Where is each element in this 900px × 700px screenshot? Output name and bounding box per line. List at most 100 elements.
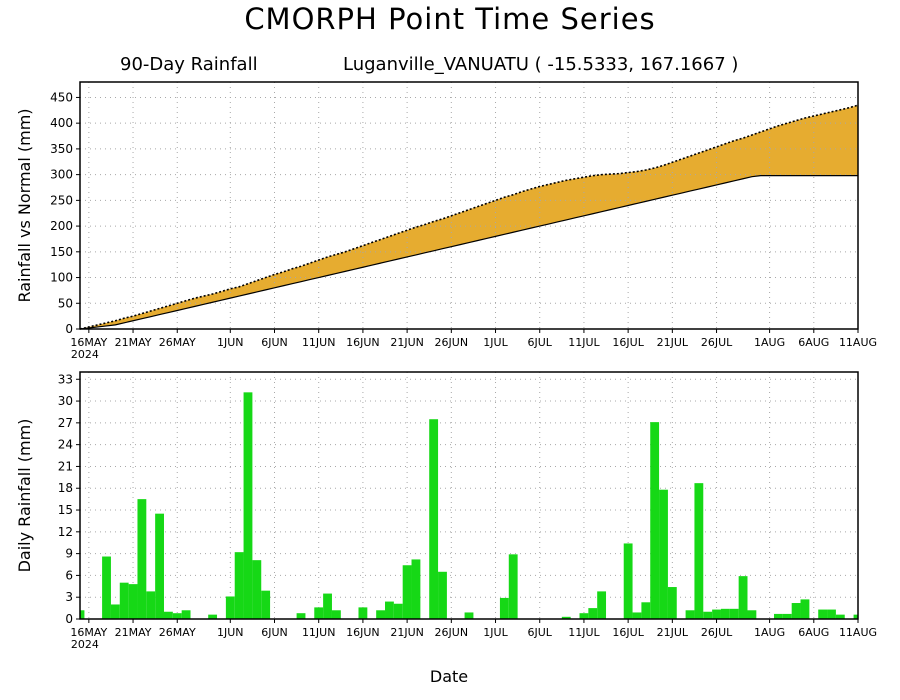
daily-rainfall-bar	[853, 614, 858, 619]
accumulated-x-tick-label: 21JUN	[390, 336, 424, 349]
daily-rainfall-bar	[358, 607, 368, 619]
daily-x-tick-label: 6JUL	[528, 626, 553, 639]
daily-rainfall-bar	[499, 597, 509, 619]
accumulated-x-tick-label: 26JUL	[701, 336, 733, 349]
accumulated-y-tick-label: 0	[65, 322, 73, 336]
accumulated-x-tick-label: 1JUL	[483, 336, 508, 349]
daily-rainfall-bar	[234, 552, 244, 619]
daily-x-tick-label: 1JUN	[217, 626, 244, 639]
daily-y-tick-label: 3	[65, 590, 73, 604]
daily-rainfall-bar	[561, 616, 571, 619]
daily-y-tick-label: 12	[58, 525, 73, 539]
daily-x-tick-label: 1AUG	[754, 626, 785, 639]
daily-plot-frame	[79, 371, 859, 620]
accumulated-y-tick-label: 250	[50, 193, 73, 207]
daily-rainfall-bar	[402, 565, 412, 619]
daily-rainfall-bar	[163, 611, 173, 619]
daily-rainfall-bar	[712, 609, 721, 619]
chart-title: CMORPH Point Time Series	[244, 2, 656, 36]
accumulated-y-tick-label: 200	[50, 219, 73, 233]
daily-y-tick-label: 0	[65, 612, 73, 626]
daily-x-tick-label: 11AUG	[839, 626, 877, 639]
chart-subtitle-location: Luganville_VANUATU ( -15.5333, 167.1667 …	[343, 54, 739, 75]
daily-rainfall-bar	[694, 483, 704, 619]
daily-rainfall-bar	[597, 591, 607, 619]
daily-rainfall-bar	[588, 608, 598, 619]
daily-rainfall-bar	[632, 612, 642, 619]
accumulated-y-tick-label: 350	[50, 142, 73, 156]
daily-rainfall-bar	[667, 587, 677, 619]
daily-x-tick-label: 16MAY	[70, 626, 107, 639]
accumulated-x-tick-label: 21MAY	[115, 336, 152, 349]
daily-y-tick-label: 9	[65, 547, 73, 561]
daily-rainfall-bar	[782, 613, 792, 619]
daily-rainfall-bar	[738, 576, 748, 619]
daily-rainfall-bar	[181, 610, 191, 619]
daily-rainfall-bar	[438, 571, 447, 619]
daily-rainfall-bar	[508, 554, 518, 619]
daily-x-tick-label: 21JUN	[390, 626, 424, 639]
accumulated-x-tick-label: 6JUL	[528, 336, 553, 349]
accumulated-x-tick-label: 26MAY	[159, 336, 196, 349]
daily-rainfall-bar	[641, 602, 651, 619]
daily-rainfall-bar	[252, 560, 262, 619]
daily-rainfall-bar	[623, 543, 633, 619]
daily-rainfall-bar	[800, 599, 810, 619]
accumulated-x-tick-label: 6AUG	[798, 336, 829, 349]
accumulated-x-tick-label: 11AUG	[839, 336, 877, 349]
daily-rainfall-bar	[659, 489, 668, 619]
daily-rainfall-bar	[172, 613, 182, 619]
daily-x-tick-label: 11JUL	[568, 626, 600, 639]
accumulated-y-tick-label: 400	[50, 116, 73, 130]
accumulated-y-tick-label: 50	[58, 296, 73, 310]
daily-x-tick-label: 26JUN	[435, 626, 469, 639]
daily-x-tick-label: 26JUL	[701, 626, 733, 639]
daily-rainfall-bar	[464, 612, 474, 619]
daily-rainfall-bar	[376, 610, 386, 619]
accumulated-x-tick-label: 11JUL	[568, 336, 600, 349]
daily-y-tick-label: 27	[58, 416, 73, 430]
daily-rainfall-bar	[729, 608, 739, 619]
daily-x-tick-label: 16JUL	[612, 626, 644, 639]
daily-rainfall-bar	[261, 590, 271, 619]
daily-y-tick-label: 24	[58, 438, 73, 452]
daily-x-tick-label: 6AUG	[798, 626, 829, 639]
daily-rainfall-bar	[119, 582, 129, 619]
accumulated-x-tick-year-label: 2024	[71, 348, 99, 361]
daily-rainfall-bar	[791, 603, 801, 619]
daily-y-axis-label: Daily Rainfall (mm)	[15, 419, 34, 573]
daily-rainfall-bar	[429, 419, 439, 619]
daily-x-tick-label: 16JUN	[346, 626, 380, 639]
accumulated-y-tick-label: 450	[50, 90, 73, 104]
daily-rainfall-bar	[323, 593, 332, 619]
daily-x-tick-label: 21JUL	[657, 626, 689, 639]
accumulated-y-axis-label: Rainfall vs Normal (mm)	[15, 108, 34, 302]
accumulated-x-tick-label: 26JUN	[435, 336, 469, 349]
accumulated-x-tick-label: 16JUL	[612, 336, 644, 349]
daily-y-tick-label: 33	[58, 372, 73, 386]
chart-subtitle-period: 90-Day Rainfall	[120, 54, 258, 75]
daily-rainfall-bar	[146, 591, 156, 619]
daily-rainfall-bar	[225, 596, 235, 619]
daily-x-tick-label: 6JUN	[261, 626, 288, 639]
daily-rainfall-bar	[314, 607, 324, 619]
daily-rainfall-bar	[208, 614, 218, 619]
daily-x-tick-label: 11JUN	[302, 626, 336, 639]
accumulated-x-tick-label: 11JUN	[302, 336, 336, 349]
accumulated-y-tick-label: 300	[50, 168, 73, 182]
daily-rainfall-bar	[110, 604, 120, 619]
daily-rainfall-bar	[818, 609, 828, 619]
rainfall-surplus-area	[80, 105, 858, 329]
daily-y-tick-label: 18	[58, 481, 73, 495]
daily-rainfall-bar	[703, 611, 713, 619]
daily-rainfall-bar	[385, 601, 394, 619]
accumulated-x-tick-label: 16JUN	[346, 336, 380, 349]
daily-rainfall-bar	[393, 603, 403, 619]
accumulated-plot-background	[80, 82, 858, 329]
actual-accumulated-line	[79, 104, 859, 330]
daily-rainfall-bar	[137, 499, 147, 619]
